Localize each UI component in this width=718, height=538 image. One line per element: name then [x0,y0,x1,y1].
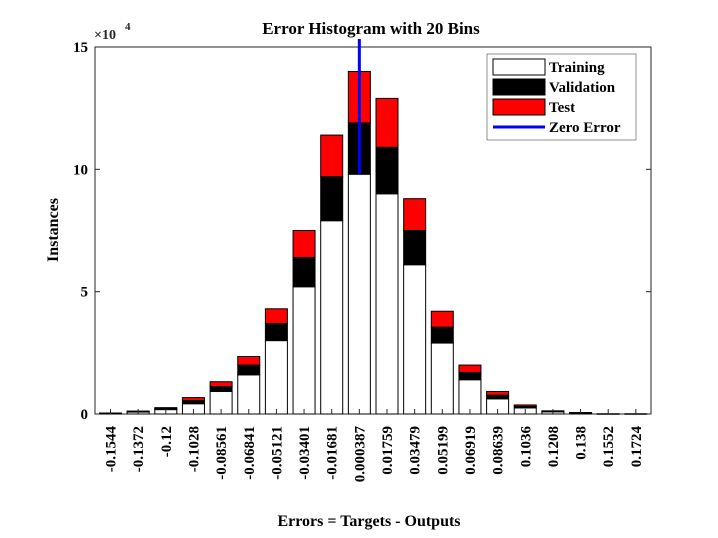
y-tick-label-0: 0 [81,407,89,423]
x-tick-label-7: -0.03401 [297,426,313,480]
y-exponent-base: ×10 [94,28,116,43]
bar-validation-8 [320,176,344,222]
y-tick-label-2: 10 [73,162,88,178]
bar-test-2 [154,407,178,410]
x-tick-label-3: -0.1028 [186,426,202,472]
y-axis-label: Instances [45,198,62,262]
x-tick-label-6: -0.05121 [269,426,285,480]
bar-test-11 [403,198,427,231]
x-tick-label-2: -0.12 [159,426,175,457]
x-tick-label-11: 0.03479 [408,426,424,475]
x-axis-label: Errors = Targets - Outputs [277,513,460,530]
bar-validation-11 [403,230,427,266]
legend: Training Validation Test Zero Error [486,53,637,141]
bar-test-8 [320,134,344,178]
bar-training-9 [347,173,371,415]
bar-validation-13 [458,371,482,381]
legend-label-test: Test [549,100,575,116]
bar-test-5 [237,356,261,366]
bar-test-4 [209,381,233,388]
y-tick-label-3: 15 [73,40,88,56]
bars-group [99,70,648,415]
bar-test-10 [375,97,399,148]
x-tick-label-19: 0.1724 [629,426,645,468]
bar-test-12 [430,310,454,328]
bar-validation-6 [264,322,288,342]
y-exponent-power: 4 [125,21,131,33]
x-tick-label-15: 0.1036 [518,426,534,468]
bar-validation-4 [209,386,233,392]
x-tick-label-8: -0.01681 [325,426,341,480]
bar-training-5 [237,374,261,415]
bar-validation-5 [237,364,261,376]
bar-validation-10 [375,146,399,195]
bar-training-13 [458,379,482,415]
bar-test-13 [458,364,482,373]
bar-training-8 [320,220,344,415]
bar-validation-12 [430,326,454,344]
legend-swatch-test [492,98,546,116]
x-tick-label-0: -0.1544 [104,426,120,473]
legend-label-zero-error: Zero Error [549,120,621,136]
x-tick-label-5: -0.06841 [242,426,258,480]
bar-validation-14 [486,394,510,400]
bar-test-15 [513,404,537,407]
bar-training-11 [403,264,427,415]
bar-test-7 [292,230,316,258]
x-tick-label-14: 0.08639 [491,426,507,475]
legend-label-validation: Validation [549,80,616,96]
bar-test-14 [486,390,510,396]
y-axis-ticks: 0 5 10 15 [73,40,651,423]
chart-title: Error Histogram with 20 Bins [262,19,480,38]
bar-training-10 [375,193,399,415]
x-tick-label-12: 0.05199 [435,426,451,475]
x-tick-label-18: 0.1552 [601,426,617,467]
x-tick-label-10: 0.01759 [380,426,396,475]
x-tick-label-9: 0.000387 [352,426,368,483]
y-tick-label-1: 5 [81,285,89,301]
bar-test-3 [181,397,205,402]
x-tick-label-16: 0.1208 [546,426,562,467]
bar-training-12 [430,342,454,415]
bar-training-7 [292,286,316,415]
x-tick-label-13: 0.06919 [463,426,479,475]
x-tick-label-4: -0.08561 [214,426,230,480]
legend-swatch-training [492,58,546,76]
x-axis-ticks: -0.1544 -0.1372 -0.12 -0.1028 -0.08561 -0.068… [104,409,645,482]
x-tick-label-1: -0.1372 [131,426,147,472]
legend-swatch-validation [492,78,546,96]
bar-test-6 [264,308,288,324]
bar-validation-7 [292,256,316,288]
legend-label-training: Training [549,60,605,76]
x-tick-label-17: 0.138 [574,426,590,460]
bar-training-6 [264,340,288,415]
